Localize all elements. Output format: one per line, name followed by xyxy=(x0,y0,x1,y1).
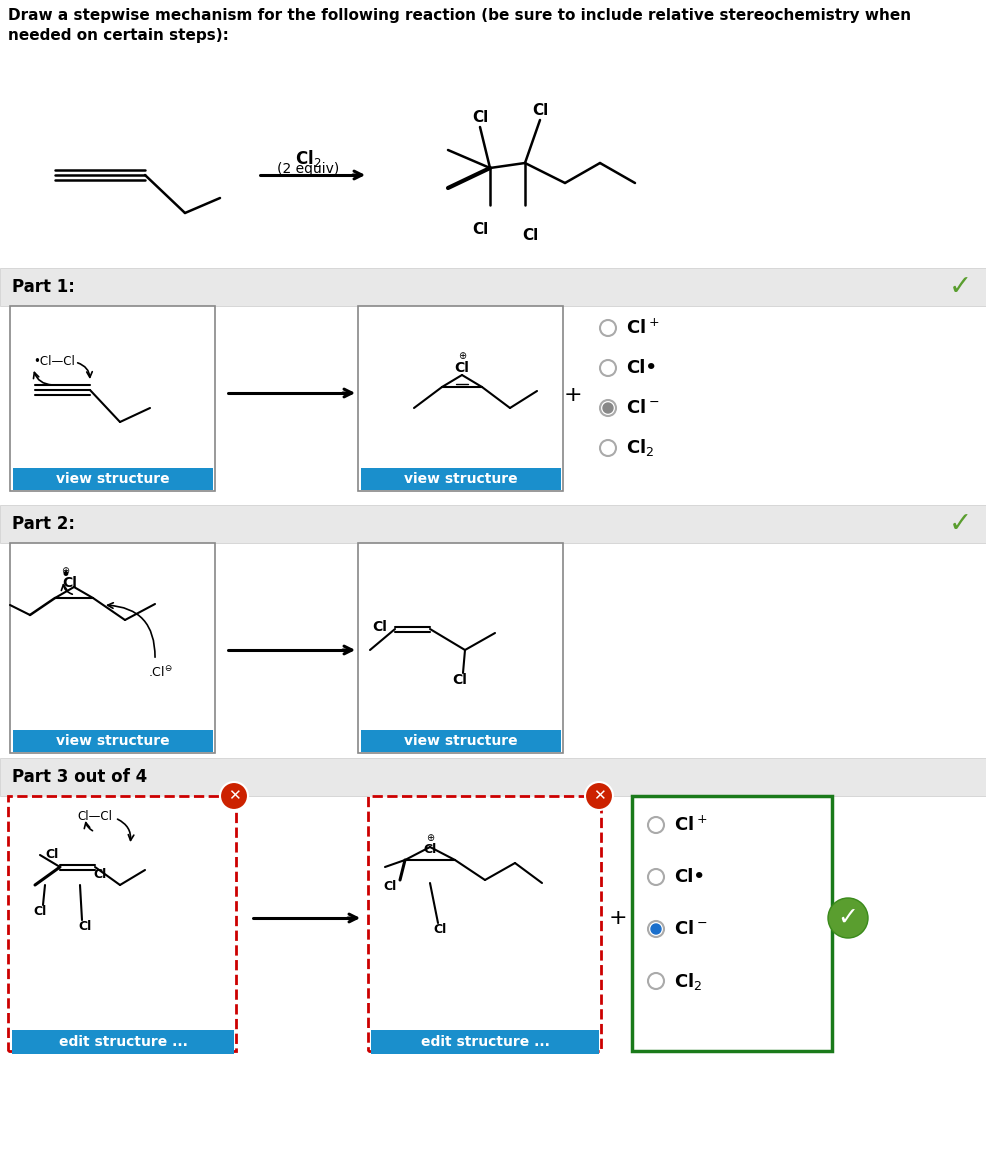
Text: Cl: Cl xyxy=(62,576,77,590)
Text: view structure: view structure xyxy=(404,472,518,486)
Text: Cl$_2$: Cl$_2$ xyxy=(673,970,702,991)
Text: ⊕: ⊕ xyxy=(458,351,465,361)
Text: •: • xyxy=(60,567,70,584)
Text: ✓: ✓ xyxy=(837,906,858,930)
Text: Cl: Cl xyxy=(423,843,436,856)
Text: view structure: view structure xyxy=(56,472,170,486)
Bar xyxy=(13,468,213,490)
Text: ⊕: ⊕ xyxy=(61,567,69,576)
Text: ⊕: ⊕ xyxy=(426,833,434,843)
Text: Cl$^+$: Cl$^+$ xyxy=(625,318,659,338)
Bar xyxy=(631,796,831,1051)
Text: .Cl$^{\ominus}$: .Cl$^{\ominus}$ xyxy=(148,665,173,680)
Text: Cl: Cl xyxy=(78,920,92,933)
Circle shape xyxy=(648,972,664,989)
Text: Cl: Cl xyxy=(471,222,488,237)
Text: ✓: ✓ xyxy=(948,510,970,538)
Text: edit structure ...: edit structure ... xyxy=(58,1035,187,1049)
Bar xyxy=(10,543,215,753)
Bar xyxy=(361,468,560,490)
Bar xyxy=(10,306,215,491)
Text: •Cl—Cl: •Cl—Cl xyxy=(33,355,75,368)
Circle shape xyxy=(602,404,612,413)
Circle shape xyxy=(599,440,615,456)
Bar xyxy=(8,796,236,1051)
Text: edit structure ...: edit structure ... xyxy=(420,1035,549,1049)
Circle shape xyxy=(220,782,247,811)
Text: Cl: Cl xyxy=(455,361,469,375)
Text: Part 2:: Part 2: xyxy=(12,515,75,533)
Text: (2 equiv): (2 equiv) xyxy=(277,162,339,176)
Text: Cl: Cl xyxy=(383,880,396,893)
Text: Cl: Cl xyxy=(453,673,467,687)
Text: view structure: view structure xyxy=(56,734,170,748)
Bar xyxy=(358,543,562,753)
Circle shape xyxy=(648,869,664,884)
Text: +: + xyxy=(608,908,627,928)
Circle shape xyxy=(651,924,661,934)
Text: +: + xyxy=(563,385,582,405)
Bar xyxy=(368,796,600,1051)
Circle shape xyxy=(599,320,615,335)
Text: Cl$_2$: Cl$_2$ xyxy=(625,438,654,459)
Text: Cl: Cl xyxy=(433,923,447,936)
Circle shape xyxy=(599,400,615,416)
Text: ✕: ✕ xyxy=(592,788,604,804)
Bar xyxy=(12,1030,234,1055)
Text: ✓: ✓ xyxy=(948,273,970,301)
Text: ✕: ✕ xyxy=(228,788,241,804)
Text: Part 1:: Part 1: xyxy=(12,278,75,296)
Circle shape xyxy=(599,360,615,377)
Text: Cl: Cl xyxy=(471,110,488,126)
Text: Cl•: Cl• xyxy=(673,868,704,886)
Text: Cl$^-$: Cl$^-$ xyxy=(625,399,659,416)
Text: view structure: view structure xyxy=(404,734,518,748)
Text: Cl: Cl xyxy=(522,228,537,243)
Text: Cl—Cl: Cl—Cl xyxy=(78,811,112,823)
Text: Cl•: Cl• xyxy=(625,359,657,377)
Text: Cl$^-$: Cl$^-$ xyxy=(673,920,707,938)
Text: Draw a stepwise mechanism for the following reaction (be sure to include relativ: Draw a stepwise mechanism for the follow… xyxy=(8,8,910,42)
Text: Cl: Cl xyxy=(531,103,547,118)
Text: Cl$_2$: Cl$_2$ xyxy=(295,148,320,169)
Text: Cl: Cl xyxy=(372,621,387,633)
Text: Cl: Cl xyxy=(34,906,46,918)
Bar xyxy=(0,506,986,543)
Text: Cl: Cl xyxy=(45,848,58,861)
Bar xyxy=(361,730,560,752)
Bar xyxy=(13,730,213,752)
Circle shape xyxy=(648,818,664,833)
Bar xyxy=(358,306,562,491)
Circle shape xyxy=(827,899,867,938)
Circle shape xyxy=(648,921,664,937)
Bar xyxy=(0,267,986,306)
Text: Cl: Cl xyxy=(94,868,106,881)
Text: Cl$^+$: Cl$^+$ xyxy=(673,815,707,835)
Circle shape xyxy=(585,782,612,811)
Bar xyxy=(371,1030,599,1055)
Text: Part 3 out of 4: Part 3 out of 4 xyxy=(12,768,147,786)
Bar xyxy=(0,758,986,796)
